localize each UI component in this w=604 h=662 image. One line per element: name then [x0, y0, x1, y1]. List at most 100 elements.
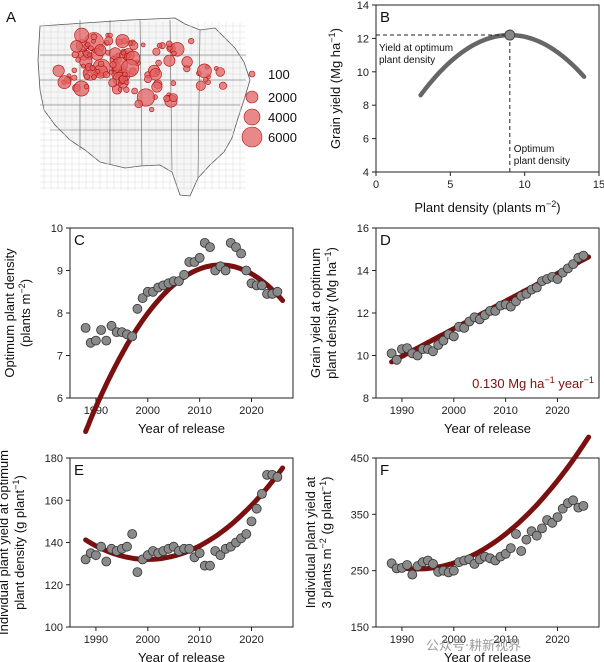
map-bubble: [163, 95, 171, 103]
data-point: [448, 331, 459, 342]
data-point: [531, 282, 542, 293]
data-point: [132, 567, 143, 577]
map-bubble: [94, 44, 107, 57]
data-point: [205, 242, 215, 253]
data-point: [231, 242, 241, 253]
x-tick-label: 2000: [136, 405, 160, 417]
data-point: [194, 252, 205, 263]
map-bubble: [188, 37, 195, 45]
data-point: [137, 293, 148, 304]
data-point: [91, 550, 101, 561]
y-tick-label: 10: [51, 223, 63, 235]
panel-label-a: A: [6, 9, 16, 26]
data-point: [127, 331, 138, 342]
data-point: [272, 472, 283, 482]
data-point: [402, 560, 413, 570]
data-point: [552, 512, 563, 522]
map-bubbles: [52, 27, 228, 113]
x-tick-label: 2010: [493, 405, 517, 417]
x-tick-label: 2020: [239, 634, 263, 646]
y-axis-label: (plants m−2): [17, 279, 33, 347]
map-bubble: [75, 57, 81, 63]
map-bubble: [143, 75, 152, 83]
x-tick-label: 10: [519, 179, 531, 191]
legend-marker: [245, 90, 259, 104]
yield-annotation: Yield at optimum: [379, 43, 453, 54]
y-axis-label: 3 plants m−2 (g plant−1): [318, 476, 334, 608]
data-point: [179, 269, 190, 280]
panel-label: C: [74, 232, 85, 249]
y-tick-label: 6: [57, 393, 63, 405]
data-point: [511, 529, 521, 539]
data-point: [96, 541, 106, 552]
map-bubble: [109, 61, 117, 69]
y-tick-label: 10: [357, 351, 369, 363]
data-point: [578, 250, 589, 261]
yield-annotation: plant density: [379, 55, 435, 66]
slope-annotation: 0.130 Mg ha−1 year−1: [472, 375, 594, 391]
y-tick-label: 120: [45, 580, 63, 592]
data-point: [236, 248, 247, 259]
data-point: [132, 303, 143, 314]
map-bubble: [57, 75, 72, 89]
x-axis-label: Year of release: [138, 650, 225, 662]
y-tick-label: 7: [57, 351, 63, 363]
density-annotation: Optimum: [514, 144, 555, 155]
x-tick-label: 2000: [136, 634, 160, 646]
data-point: [184, 543, 195, 554]
data-point: [537, 523, 547, 534]
y-tick-label: 14: [357, 0, 369, 12]
data-point: [80, 554, 91, 565]
data-point: [391, 354, 402, 365]
map-bubble: [70, 40, 83, 53]
map-bubble: [120, 50, 126, 56]
x-tick-label: 2000: [442, 634, 466, 646]
data-point: [106, 320, 117, 331]
data-point: [516, 546, 527, 556]
panel-label: E: [74, 462, 84, 479]
y-axis-label: Individual plant yield at optimum: [0, 450, 11, 635]
y-tick-label: 10: [357, 67, 369, 79]
map-bubble: [168, 93, 178, 102]
map-bubble: [71, 74, 78, 81]
map-bubble: [95, 68, 101, 74]
map-bubble: [195, 80, 206, 91]
watermark: 公众号·耕新视界: [426, 638, 521, 654]
map-bubble: [122, 71, 128, 78]
x-tick-label: 2020: [545, 634, 569, 646]
x-tick-label: 15: [593, 179, 604, 191]
data-point: [246, 516, 257, 527]
data-point: [272, 286, 283, 297]
data-point: [80, 322, 91, 333]
data-point: [552, 274, 563, 284]
map-bubble: [219, 81, 228, 90]
data-point: [91, 335, 101, 346]
data-point: [205, 560, 215, 571]
legend-marker: [241, 126, 263, 148]
map-bubble: [74, 27, 90, 43]
map-bubble: [156, 42, 163, 49]
map-bubble: [171, 50, 177, 56]
y-tick-label: 180: [45, 453, 63, 465]
map-bubble: [151, 81, 163, 93]
map-bubble: [102, 71, 110, 79]
data-point: [568, 259, 578, 270]
chart-panel-e: 1990 2000 2010 2020 100 120 140 160 180 E Year of …: [0, 450, 294, 662]
map-bubble: [170, 80, 177, 86]
data-point: [241, 265, 252, 276]
map-bubble: [104, 36, 114, 46]
map-bubble: [124, 79, 130, 85]
data-point: [505, 543, 516, 553]
data-point: [531, 530, 542, 541]
state-border: [197, 29, 201, 179]
data-point: [194, 548, 205, 558]
y-tick-label: 140: [45, 538, 63, 550]
data-point: [386, 348, 397, 359]
map-bubble: [117, 87, 123, 92]
y-axis-label: plant density (g plant−1): [11, 475, 27, 610]
x-tick-label: 2010: [493, 634, 517, 646]
x-axis-label: Plant density (plants m−2): [414, 199, 560, 215]
data-point: [96, 325, 106, 335]
